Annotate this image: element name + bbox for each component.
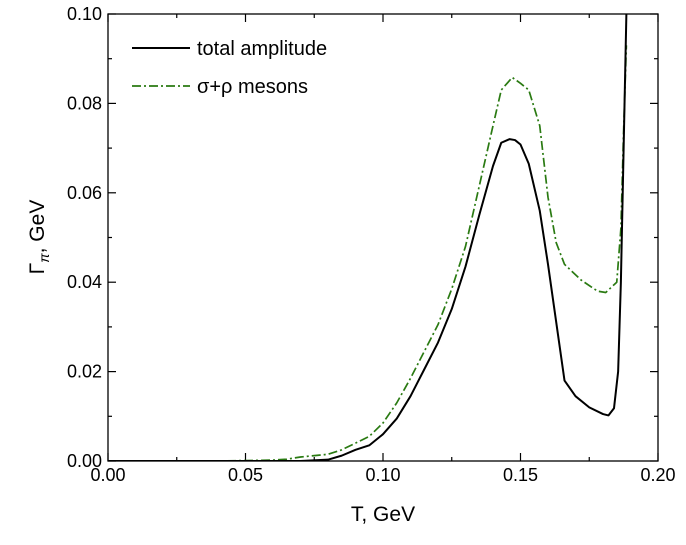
x-tick-label-0: 0.00 — [90, 465, 125, 485]
y-tick-label-3: 0.06 — [67, 183, 102, 203]
y-axis-symbol: Γ — [26, 263, 49, 275]
plot-area — [107, 13, 659, 462]
y-axis-subscript: π — [36, 253, 52, 263]
tick-labels: 0.00 0.05 0.10 0.15 0.20 0.00 0.02 0.04 0.06 0.08… — [67, 4, 676, 485]
y-tick-label-1: 0.02 — [67, 362, 102, 382]
axis-ticks — [107, 13, 659, 462]
x-tick-label-2: 0.10 — [365, 465, 400, 485]
x-tick-label-1: 0.05 — [228, 465, 263, 485]
y-tick-label-0: 0.00 — [67, 451, 102, 471]
plot-frame — [107, 13, 659, 462]
y-tick-label-2: 0.04 — [67, 272, 102, 292]
y-axis-unit: , GeV — [26, 200, 49, 254]
series-line-sigma-rho-mesons — [108, 45, 628, 461]
x-tick-label-4: 0.20 — [640, 465, 675, 485]
y-axis-title: Γπ, GeV — [26, 200, 52, 275]
legend-label-total-amplitude: total amplitude — [197, 38, 327, 60]
x-tick-label-3: 0.15 — [503, 465, 538, 485]
legend: total amplitude σ+ρ mesons — [132, 38, 327, 98]
series-line-total-amplitude — [108, 14, 628, 461]
y-tick-label-5: 0.10 — [67, 4, 102, 24]
y-tick-label-4: 0.08 — [67, 93, 102, 113]
x-axis-title: T, GeV — [351, 503, 415, 526]
legend-label-sigma-rho-mesons: σ+ρ mesons — [197, 76, 308, 98]
